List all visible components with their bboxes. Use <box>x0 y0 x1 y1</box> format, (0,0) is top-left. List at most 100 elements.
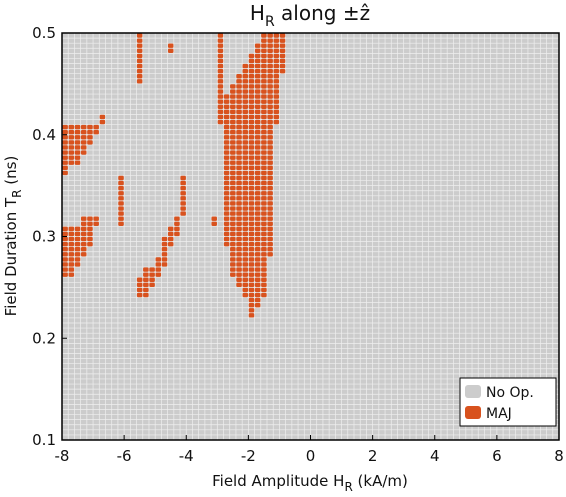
maj-cell <box>267 104 273 109</box>
maj-cell <box>254 221 261 226</box>
maj-cell <box>267 145 273 150</box>
maj-cell <box>68 231 75 237</box>
maj-cell <box>236 165 242 171</box>
maj-cell <box>261 84 267 89</box>
maj-cell <box>248 94 255 99</box>
maj-cell <box>236 211 242 216</box>
maj-cell <box>80 150 87 155</box>
maj-cell <box>223 241 230 247</box>
maj-cell <box>242 241 249 247</box>
maj-cell <box>87 216 93 221</box>
maj-cell <box>242 79 249 84</box>
maj-cell <box>230 175 236 181</box>
maj-cell <box>279 43 286 48</box>
maj-cell <box>62 124 68 130</box>
maj-cell <box>236 140 242 145</box>
maj-cell <box>161 236 168 242</box>
maj-cell <box>136 68 143 74</box>
maj-cell <box>236 160 242 165</box>
maj-cell <box>261 124 267 130</box>
maj-cell <box>242 170 249 176</box>
y-axis-title-subscript: R <box>10 189 24 197</box>
maj-cell <box>242 196 249 201</box>
maj-cell <box>217 58 224 64</box>
maj-cell <box>230 262 236 267</box>
maj-cell <box>279 38 286 43</box>
maj-cell <box>155 272 162 277</box>
maj-cell <box>87 135 93 140</box>
maj-cell <box>68 160 75 165</box>
maj-cell <box>223 231 230 237</box>
maj-cell <box>80 236 87 242</box>
maj-cell <box>236 109 242 115</box>
maj-cell <box>242 99 249 104</box>
maj-cell <box>248 124 255 130</box>
maj-cell <box>248 221 255 226</box>
maj-cell <box>248 84 255 89</box>
maj-cell <box>87 226 93 232</box>
x-tick-label: -2 <box>241 447 256 465</box>
maj-cell <box>80 135 87 140</box>
maj-cell <box>62 150 68 155</box>
chart-title-subscript: R <box>265 14 275 30</box>
maj-cell <box>155 257 162 262</box>
maj-cell <box>236 262 242 267</box>
maj-cell <box>223 196 230 201</box>
maj-cell <box>136 277 143 282</box>
maj-cell <box>267 247 273 252</box>
maj-cell <box>267 231 273 237</box>
maj-cell <box>68 140 75 145</box>
maj-cell <box>248 160 255 165</box>
maj-cell <box>248 58 255 64</box>
maj-cell <box>267 211 273 216</box>
maj-cell <box>267 94 273 99</box>
maj-cell <box>248 308 255 313</box>
maj-cell <box>273 109 280 115</box>
maj-cell <box>242 231 249 237</box>
maj-cell <box>74 150 81 155</box>
maj-cell <box>267 140 273 145</box>
maj-cell <box>223 119 230 125</box>
maj-cell <box>242 201 249 206</box>
maj-cell <box>80 216 87 221</box>
maj-cell <box>267 252 273 257</box>
maj-cell <box>230 236 236 242</box>
maj-cell <box>261 119 267 125</box>
maj-cell <box>62 257 68 262</box>
maj-cell <box>254 145 261 150</box>
legend-swatch-no-op <box>465 385 481 398</box>
maj-cell <box>248 262 255 267</box>
maj-cell <box>273 33 280 38</box>
maj-cell <box>248 104 255 109</box>
maj-cell <box>223 201 230 206</box>
maj-cell <box>93 216 99 221</box>
maj-cell <box>261 53 267 59</box>
maj-cell <box>230 104 236 109</box>
maj-cell <box>248 155 255 160</box>
maj-cell <box>261 63 267 69</box>
maj-cell <box>261 43 267 48</box>
maj-cell <box>74 262 81 267</box>
maj-cell <box>261 180 267 186</box>
maj-cell <box>223 135 230 140</box>
maj-cell <box>230 150 236 155</box>
maj-cell <box>236 231 242 237</box>
maj-cell <box>74 145 81 150</box>
maj-cell <box>230 272 236 277</box>
maj-cell <box>254 180 261 186</box>
maj-cell <box>236 74 242 79</box>
maj-cell <box>230 257 236 262</box>
maj-cell <box>87 221 93 226</box>
maj-cell <box>242 221 249 226</box>
maj-cell <box>273 38 280 43</box>
maj-cell <box>254 124 261 130</box>
maj-cell <box>267 196 273 201</box>
maj-cell <box>143 277 149 282</box>
maj-cell <box>62 252 68 257</box>
maj-cell <box>68 130 75 135</box>
maj-cell <box>236 252 242 257</box>
maj-cell <box>254 48 261 53</box>
maj-cell <box>80 252 87 257</box>
x-tick-label: -8 <box>55 447 70 465</box>
maj-cell <box>68 145 75 150</box>
